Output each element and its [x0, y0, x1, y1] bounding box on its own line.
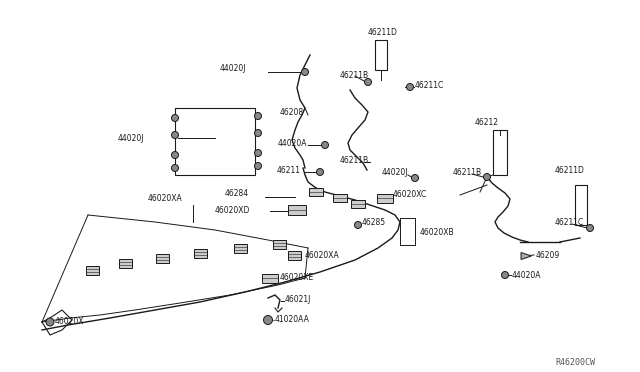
Text: 46211C: 46211C	[415, 80, 444, 90]
Text: 44020J: 44020J	[220, 64, 246, 73]
Circle shape	[255, 163, 262, 170]
Bar	[333, 194, 347, 202]
Text: 44020A: 44020A	[278, 138, 307, 148]
Text: 46211C: 46211C	[555, 218, 584, 227]
Bar	[156, 253, 168, 263]
Circle shape	[406, 83, 413, 90]
Bar	[234, 244, 246, 253]
Text: 46284: 46284	[225, 189, 249, 198]
Circle shape	[483, 173, 490, 180]
Text: 46211B: 46211B	[453, 167, 482, 176]
Text: 46020XA: 46020XA	[148, 193, 183, 202]
Circle shape	[264, 315, 273, 324]
Circle shape	[317, 169, 323, 176]
Bar	[288, 205, 306, 215]
Text: 46211D: 46211D	[555, 166, 585, 174]
Text: 46209: 46209	[536, 250, 560, 260]
Bar	[262, 273, 278, 282]
Text: 46020XC: 46020XC	[393, 189, 428, 199]
Polygon shape	[521, 253, 531, 260]
Circle shape	[172, 115, 179, 122]
Circle shape	[321, 141, 328, 148]
Text: 46212: 46212	[475, 118, 499, 126]
Text: 46285: 46285	[362, 218, 386, 227]
Bar	[351, 200, 365, 208]
Circle shape	[586, 224, 593, 231]
Text: 44020J: 44020J	[382, 167, 408, 176]
Bar	[193, 248, 207, 257]
Text: 46208: 46208	[280, 108, 304, 116]
Circle shape	[301, 68, 308, 76]
Text: 41020AA: 41020AA	[275, 315, 310, 324]
Bar	[175, 108, 255, 175]
Bar	[493, 130, 507, 175]
Bar	[273, 240, 287, 248]
Text: 46021J: 46021J	[285, 295, 312, 305]
Text: 46020XB: 46020XB	[420, 228, 454, 237]
Circle shape	[255, 129, 262, 137]
Circle shape	[412, 174, 419, 182]
Circle shape	[172, 151, 179, 158]
Text: 46020XE: 46020XE	[280, 273, 314, 282]
Bar	[375, 40, 387, 70]
Bar	[377, 193, 393, 202]
Bar	[86, 266, 99, 275]
Text: 46211B: 46211B	[340, 155, 369, 164]
Circle shape	[46, 318, 54, 326]
Circle shape	[365, 78, 371, 86]
Text: 46020XD: 46020XD	[215, 205, 250, 215]
Circle shape	[172, 131, 179, 138]
Text: 46020X: 46020X	[55, 317, 84, 327]
Circle shape	[172, 164, 179, 171]
Text: 44020A: 44020A	[512, 270, 541, 279]
Circle shape	[255, 112, 262, 119]
Bar	[575, 185, 587, 225]
Circle shape	[355, 221, 362, 228]
Text: 46211D: 46211D	[368, 28, 398, 36]
Text: 46020XA: 46020XA	[305, 250, 340, 260]
Circle shape	[502, 272, 509, 279]
Circle shape	[255, 150, 262, 157]
Text: 46211B: 46211B	[340, 71, 369, 80]
Text: R46200CW: R46200CW	[555, 358, 595, 367]
Text: 46211: 46211	[277, 166, 301, 174]
Text: 44020J: 44020J	[118, 134, 145, 142]
Bar	[118, 259, 131, 267]
Bar	[289, 250, 301, 260]
Bar	[309, 188, 323, 196]
